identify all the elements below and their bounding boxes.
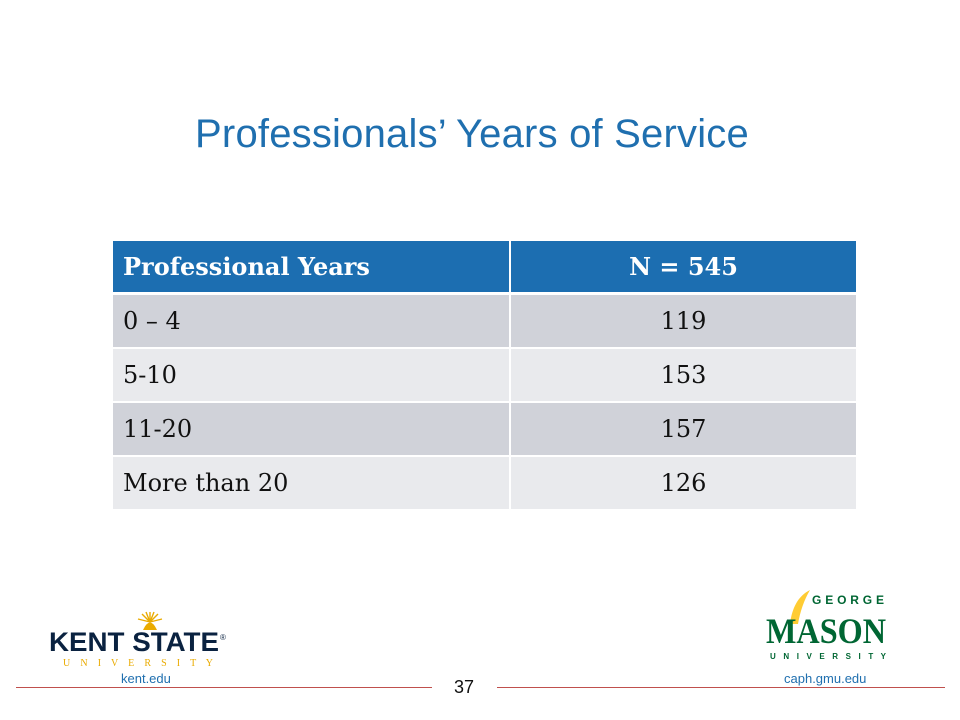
kent-sun-icon: [137, 611, 163, 630]
table-row: 5-10 153: [113, 349, 856, 403]
kent-logo-registered: ®: [220, 633, 226, 642]
row-count-cell: 157: [511, 403, 856, 457]
row-years-cell: 11-20: [113, 403, 511, 457]
header-n-count: N = 545: [511, 241, 856, 295]
slide-title: Professionals’ Years of Service: [195, 112, 749, 156]
mason-logo-wordmark: MASON: [766, 611, 886, 651]
mason-gold-swoosh-icon: [790, 590, 810, 624]
row-count-cell: 153: [511, 349, 856, 403]
table-header-row: Professional Years N = 545: [113, 241, 856, 295]
kent-logo-wordmark: KENT STATE: [49, 627, 219, 657]
footer-divider-left: [16, 687, 432, 688]
years-of-service-table: Professional Years N = 545 0 – 4 119 5-1…: [113, 241, 856, 511]
mason-logo-subtitle: U N I V E R S I T Y: [770, 652, 887, 661]
table-row: 0 – 4 119: [113, 295, 856, 349]
kent-logo-subtitle: U N I V E R S I T Y: [63, 658, 213, 669]
row-years-cell: More than 20: [113, 457, 511, 511]
caph-gmu-edu-link[interactable]: caph.gmu.edu: [784, 671, 867, 686]
george-mason-logo: GEORGE MASON U N I V E R S I T Y: [766, 590, 887, 661]
kent-edu-link[interactable]: kent.edu: [121, 671, 171, 686]
page-number: 37: [453, 677, 475, 697]
row-years-cell: 0 – 4: [113, 295, 511, 349]
table-row: More than 20 126: [113, 457, 856, 511]
table-row: 11-20 157: [113, 403, 856, 457]
mason-logo-george: GEORGE: [812, 593, 884, 607]
row-count-cell: 126: [511, 457, 856, 511]
row-count-cell: 119: [511, 295, 856, 349]
footer-divider-right: [497, 687, 945, 688]
kent-state-logo: KENT STATE ® U N I V E R S I T Y: [49, 611, 226, 669]
header-professional-years: Professional Years: [113, 241, 511, 295]
row-years-cell: 5-10: [113, 349, 511, 403]
